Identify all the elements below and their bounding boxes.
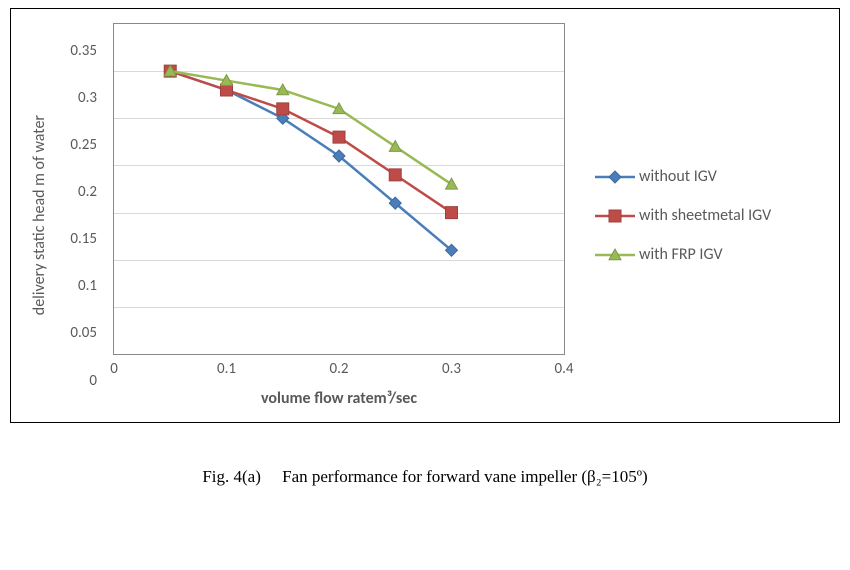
figure-caption: Fig. 4(a) Fan performance for forward va…	[0, 467, 850, 487]
series-marker	[446, 207, 458, 219]
y-tick-label: 0.35	[70, 42, 103, 60]
plot-column: 00.10.20.30.4 volume flow ratem³/sec	[113, 23, 565, 408]
series-line	[170, 71, 451, 212]
series-line	[170, 71, 451, 184]
legend-item-frp-igv: with FRP IGV	[595, 245, 771, 264]
x-tick-label: 0.2	[330, 354, 349, 378]
series-marker	[389, 141, 401, 152]
series-marker	[446, 178, 458, 189]
legend-item-without-igv: without IGV	[595, 167, 771, 186]
series-svg	[114, 24, 564, 354]
y-tick-label: 0.05	[70, 324, 103, 342]
y-tick-label: 0.3	[78, 89, 103, 107]
y-tick-label: 0	[89, 372, 103, 390]
y-axis-label: delivery static head m of water	[30, 115, 49, 315]
legend-label: with sheetmetal IGV	[639, 206, 771, 225]
series-line	[170, 71, 451, 250]
series-marker	[389, 169, 401, 181]
y-tick-label: 0.15	[70, 230, 103, 248]
chart-row: delivery static head m of water 0 0.05 0.1…	[25, 23, 825, 408]
legend: without IGV with sheetmetal IGV with FRP…	[595, 167, 771, 264]
y-tick-label: 0.2	[78, 183, 103, 201]
caption-text: Fan performance for forward vane impelle…	[282, 467, 648, 486]
x-tick-label: 0	[110, 354, 118, 378]
y-tick-col: 00.050.10.150.20.250.30.35	[63, 51, 103, 381]
chart-container: delivery static head m of water 0 0.05 0.1…	[10, 8, 840, 423]
y-axis-label-wrap: delivery static head m of water	[25, 115, 53, 315]
x-tick-label: 0.1	[217, 354, 236, 378]
y-tick-label: 0.1	[78, 277, 103, 295]
legend-swatch-frp-igv	[595, 247, 635, 263]
x-tick-label: 0.4	[555, 354, 574, 378]
series-marker	[333, 131, 345, 143]
plot-area: 00.10.20.30.4	[113, 23, 565, 355]
y-tick-label: 0.25	[70, 136, 103, 154]
legend-swatch-sheetmetal-igv	[595, 208, 635, 224]
legend-swatch-without-igv	[595, 169, 635, 185]
legend-item-sheetmetal-igv: with sheetmetal IGV	[595, 206, 771, 225]
legend-label: with FRP IGV	[639, 245, 723, 264]
series-marker	[277, 103, 289, 115]
x-tick-label: 0.3	[442, 354, 461, 378]
caption-prefix: Fig. 4(a)	[202, 467, 282, 486]
legend-label: without IGV	[639, 167, 717, 186]
x-axis-label: volume flow ratem³/sec	[113, 389, 565, 408]
